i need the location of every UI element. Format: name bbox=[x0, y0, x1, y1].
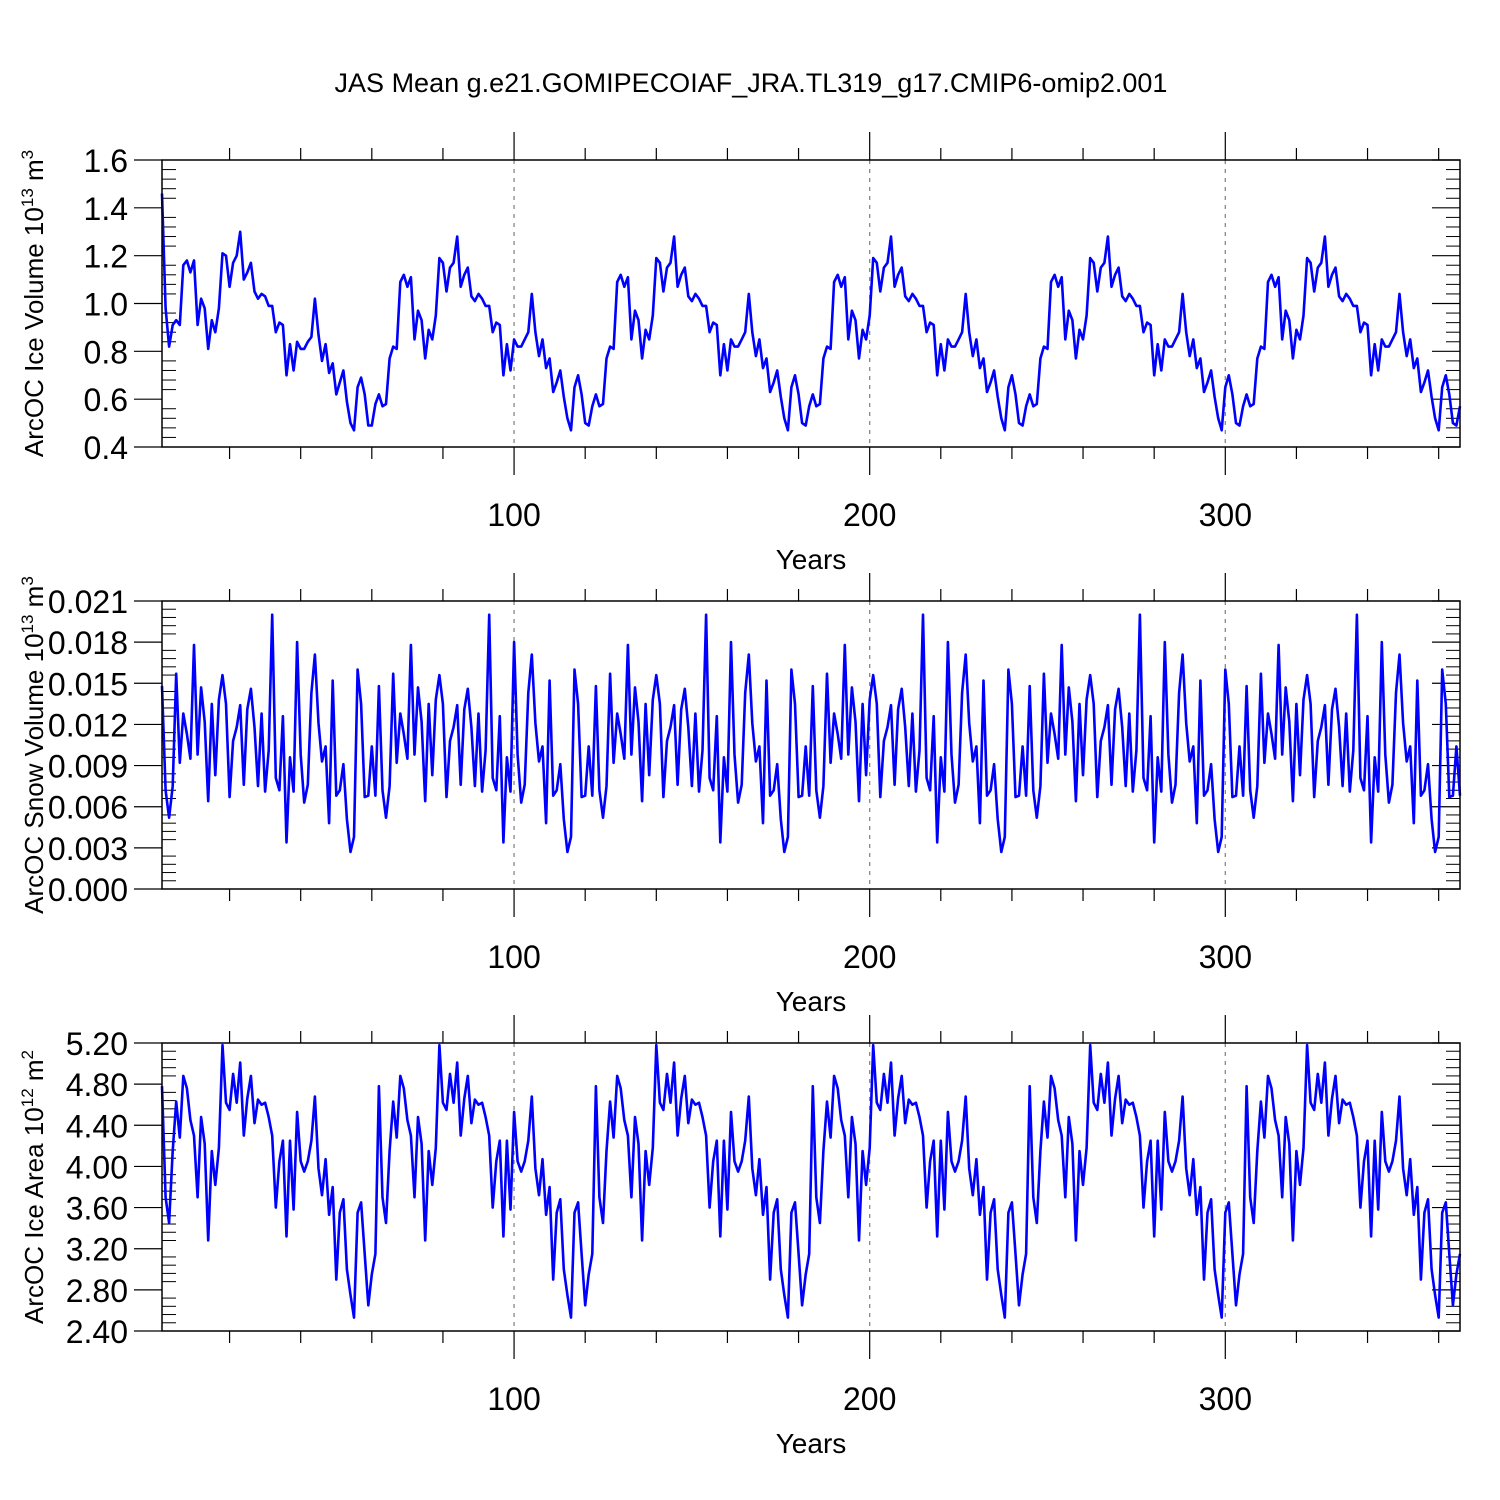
series-line-ice-area bbox=[160, 1043, 1462, 1319]
series-line-ice-volume bbox=[160, 193, 1462, 432]
y-tick-label: 4.40 bbox=[66, 1108, 128, 1144]
y-axis-label: ArcOC Ice Area 1012 m2 bbox=[18, 1050, 49, 1324]
y-tick-label: 0.009 bbox=[48, 749, 128, 785]
y-tick-label: 3.20 bbox=[66, 1232, 128, 1268]
y-tick-label: 0.6 bbox=[84, 382, 128, 418]
y-tick-label: 2.40 bbox=[66, 1314, 128, 1350]
y-tick-label: 0.8 bbox=[84, 334, 128, 370]
x-axis-label: Years bbox=[776, 544, 847, 575]
y-tick-label: 1.4 bbox=[84, 191, 128, 227]
panels-group: 0.4 0.6 0.8 1.0 1.2 1.4 1.6 100 200 300 Years ArcOC… bbox=[18, 132, 1462, 1459]
y-tick-label: 0.012 bbox=[48, 707, 128, 743]
x-tick-label: 300 bbox=[1199, 939, 1252, 975]
x-axis-label: Years bbox=[776, 986, 847, 1017]
y-tick-label: 3.60 bbox=[66, 1191, 128, 1227]
x-tick-label: 300 bbox=[1199, 1381, 1252, 1417]
y-tick-label: 0.003 bbox=[48, 831, 128, 867]
x-tick-label: 100 bbox=[487, 1381, 540, 1417]
y-tick-label: 1.0 bbox=[84, 287, 128, 323]
panel-snow-volume: 0.000 0.003 0.006 0.009 0.012 0.015 0.018 0.021… bbox=[18, 573, 1462, 1017]
y-axis-label: ArcOC Snow Volume 1013 m3 bbox=[18, 576, 49, 914]
y-tick-label: 0.015 bbox=[48, 666, 128, 702]
x-tick-label: 100 bbox=[487, 497, 540, 533]
y-tick-label: 1.2 bbox=[84, 239, 128, 275]
y-tick-label: 0.021 bbox=[48, 584, 128, 620]
y-tick-label: 0.000 bbox=[48, 872, 128, 908]
plot-frame bbox=[161, 1042, 1461, 1332]
x-tick-label: 100 bbox=[487, 939, 540, 975]
panel-ice-area: 2.40 2.80 3.20 3.60 4.00 4.40 4.80 5.20 100 200 30… bbox=[18, 1015, 1462, 1459]
panel-ice-volume: 0.4 0.6 0.8 1.0 1.2 1.4 1.6 100 200 300 Years ArcOC… bbox=[18, 132, 1462, 575]
y-tick-label: 4.00 bbox=[66, 1149, 128, 1185]
y-axis-label: ArcOC Ice Volume 1013 m3 bbox=[18, 150, 49, 457]
y-tick-label: 0.018 bbox=[48, 625, 128, 661]
x-tick-label: 200 bbox=[843, 939, 896, 975]
y-tick-label: 0.4 bbox=[84, 430, 128, 466]
series-line-snow-volume bbox=[160, 613, 1462, 854]
chart-title: JAS Mean g.e21.GOMIPECOIAF_JRA.TL319_g17… bbox=[335, 68, 1168, 98]
y-tick-label: 4.80 bbox=[66, 1067, 128, 1103]
y-tick-label: 2.80 bbox=[66, 1273, 128, 1309]
x-axis-label: Years bbox=[776, 1428, 847, 1459]
plot-frame bbox=[161, 159, 1461, 448]
plot-frame bbox=[161, 600, 1461, 890]
x-tick-label: 200 bbox=[843, 497, 896, 533]
y-tick-label: 0.006 bbox=[48, 790, 128, 826]
x-tick-label: 300 bbox=[1199, 497, 1252, 533]
y-tick-label: 1.6 bbox=[84, 143, 128, 179]
y-tick-label: 5.20 bbox=[66, 1026, 128, 1062]
x-tick-label: 200 bbox=[843, 1381, 896, 1417]
